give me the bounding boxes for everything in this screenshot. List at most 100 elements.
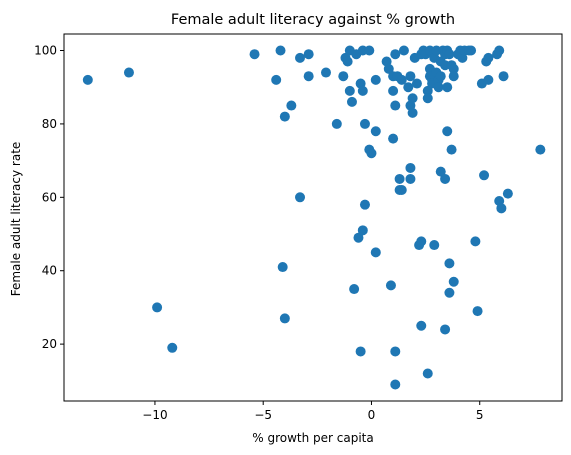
data-point-33 <box>359 118 370 129</box>
data-point-62 <box>407 107 418 118</box>
data-point-68 <box>416 320 427 331</box>
y-tick-label: 40 <box>42 264 57 278</box>
data-point-1 <box>82 74 93 85</box>
data-point-115 <box>483 52 494 63</box>
data-point-53 <box>396 74 407 85</box>
data-point-23 <box>346 96 357 107</box>
data-point-22 <box>344 85 355 96</box>
data-point-48 <box>390 346 401 357</box>
data-point-59 <box>405 162 416 173</box>
data-point-116 <box>483 74 494 85</box>
data-point-2 <box>123 67 134 78</box>
data-point-7 <box>275 45 286 56</box>
data-point-49 <box>390 379 401 390</box>
data-point-24 <box>349 284 360 295</box>
x-tick-label: 5 <box>476 408 484 422</box>
data-point-123 <box>535 144 546 155</box>
data-point-36 <box>366 148 377 159</box>
data-point-86 <box>435 71 446 82</box>
data-point-109 <box>466 45 477 56</box>
data-point-12 <box>295 52 306 63</box>
data-point-87 <box>435 166 446 177</box>
data-point-111 <box>472 306 483 317</box>
x-axis-ticks: −10 −5 0 5 <box>142 401 484 422</box>
data-point-55 <box>398 45 409 56</box>
data-point-13 <box>295 192 306 203</box>
data-point-44 <box>388 85 399 96</box>
data-point-47 <box>390 100 401 111</box>
data-point-46 <box>390 49 401 60</box>
data-point-51 <box>394 173 405 184</box>
data-point-92 <box>440 324 451 335</box>
x-tick-label: −10 <box>142 408 167 422</box>
data-point-4 <box>167 342 178 353</box>
data-point-73 <box>422 368 433 379</box>
y-tick-label: 100 <box>34 44 57 58</box>
data-point-38 <box>370 126 381 137</box>
data-point-91 <box>440 173 451 184</box>
x-tick-label: −5 <box>254 408 272 422</box>
data-point-102 <box>448 71 459 82</box>
y-axis-ticks: 20 40 60 80 100 <box>34 44 64 351</box>
data-point-56 <box>403 82 414 93</box>
data-point-11 <box>286 100 297 111</box>
data-point-118 <box>494 45 505 56</box>
data-point-9 <box>279 111 290 122</box>
data-point-41 <box>383 63 394 74</box>
data-point-37 <box>370 74 381 85</box>
data-point-60 <box>405 173 416 184</box>
data-point-26 <box>353 232 364 243</box>
data-point-67 <box>416 236 427 247</box>
data-point-94 <box>442 82 453 93</box>
data-point-54 <box>396 184 407 195</box>
data-point-121 <box>498 71 509 82</box>
data-point-28 <box>355 346 366 357</box>
data-point-122 <box>502 188 513 199</box>
data-point-71 <box>422 85 433 96</box>
data-point-6 <box>271 74 282 85</box>
data-point-42 <box>385 280 396 291</box>
y-tick-label: 20 <box>42 337 57 351</box>
data-point-16 <box>320 67 331 78</box>
data-point-110 <box>470 236 481 247</box>
data-point-17 <box>331 118 342 129</box>
x-axis-label: % growth per capita <box>252 431 374 445</box>
data-point-5 <box>249 49 260 60</box>
data-point-31 <box>357 85 368 96</box>
data-point-15 <box>303 71 314 82</box>
data-point-95 <box>442 126 453 137</box>
data-point-101 <box>448 63 459 74</box>
data-point-96 <box>444 49 455 60</box>
data-point-72 <box>422 93 433 104</box>
data-point-80 <box>429 240 440 251</box>
data-point-61 <box>407 93 418 104</box>
data-point-98 <box>444 287 455 298</box>
data-point-10 <box>279 313 290 324</box>
data-point-20 <box>342 56 353 67</box>
data-point-29 <box>357 225 368 236</box>
y-tick-label: 60 <box>42 190 57 204</box>
y-tick-label: 80 <box>42 117 57 131</box>
data-point-113 <box>479 170 490 181</box>
data-point-3 <box>152 302 163 313</box>
data-point-64 <box>411 78 422 89</box>
data-point-39 <box>370 247 381 258</box>
data-point-8 <box>277 262 288 273</box>
y-axis-label: Female adult literacy rate <box>9 142 23 297</box>
data-point-84 <box>433 82 444 93</box>
data-point-18 <box>338 71 349 82</box>
data-point-57 <box>405 71 416 82</box>
chart-title: Female adult literacy against % growth <box>171 12 455 28</box>
plot-area-frame <box>63 33 563 402</box>
data-point-14 <box>303 49 314 60</box>
data-point-100 <box>446 144 457 155</box>
x-tick-label: 0 <box>368 408 376 422</box>
data-point-97 <box>444 258 455 269</box>
data-point-45 <box>388 133 399 144</box>
data-point-120 <box>496 203 507 214</box>
points-layer <box>82 45 546 390</box>
data-point-32 <box>359 199 370 210</box>
data-point-34 <box>364 45 375 56</box>
